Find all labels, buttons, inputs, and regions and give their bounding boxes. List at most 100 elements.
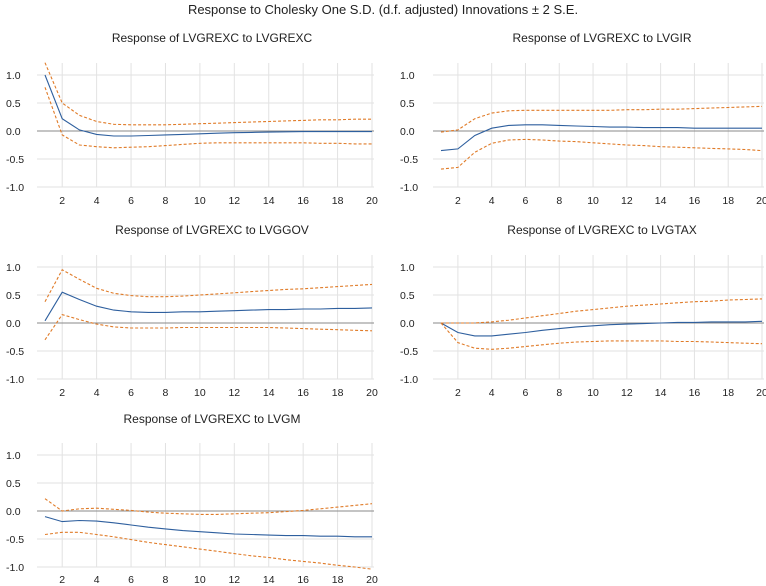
y-tick-label: -1.0 (6, 374, 24, 386)
x-tick-label: 12 (228, 574, 240, 586)
y-tick-label: -0.5 (6, 154, 24, 166)
x-tick-label: 12 (228, 195, 240, 207)
lower-band-line (44, 87, 372, 149)
x-tick-label: 14 (263, 195, 275, 207)
x-tick-label: 14 (263, 574, 275, 586)
x-tick-label: 6 (128, 574, 134, 586)
upper-band-line (44, 269, 373, 302)
y-tick-label: 0.5 (400, 290, 415, 302)
upper-band-line (44, 62, 372, 126)
y-tick-label: -0.5 (6, 534, 24, 546)
upper-band-line (440, 105, 763, 133)
irf-panel-5: Response of LVGREXC to LVGM 1.0 0.5 0.0 -0.5… (6, 412, 378, 586)
x-tick-label: 16 (297, 387, 309, 399)
y-tick-label: 0.0 (6, 126, 21, 138)
panel-title: Response of LVGREXC to LVGM (124, 412, 301, 426)
y-tick-label: 1.0 (400, 70, 415, 82)
lower-band-line (44, 313, 373, 341)
response-line (44, 291, 373, 322)
x-tick-label: 6 (523, 195, 529, 207)
irf-panel-3: Response of LVGREXC to LVGGOV 1.0 0.5 0.0 -0… (6, 223, 378, 399)
x-tick-label: 2 (59, 195, 65, 207)
y-tick-label: 0.5 (6, 98, 21, 110)
lower-band-line (440, 138, 763, 170)
x-tick-label: 20 (756, 195, 766, 207)
response-line (440, 124, 762, 152)
x-tick-label: 10 (194, 387, 206, 399)
x-tick-label: 16 (689, 387, 701, 399)
panel-title: Response of LVGREXC to LVGREXC (112, 31, 313, 45)
y-tick-label: 1.0 (6, 70, 21, 82)
panel-title: Response of LVGREXC to LVGGOV (115, 223, 309, 237)
upper-band-line (44, 498, 373, 515)
x-tick-label: 6 (523, 387, 529, 399)
x-tick-label: 4 (489, 387, 495, 399)
x-tick-label: 6 (128, 387, 134, 399)
x-tick-label: 20 (366, 387, 378, 399)
irf-panel-2: Response of LVGREXC to LVGIR 1.0 0.5 0.0 -0.… (400, 31, 766, 207)
x-tick-label: 2 (59, 387, 65, 399)
y-tick-label: -1.0 (400, 182, 418, 194)
x-tick-label: 12 (228, 387, 240, 399)
y-tick-label: 1.0 (400, 262, 415, 274)
x-tick-label: 8 (163, 195, 169, 207)
irf-panel-4: Response of LVGREXC to LVGTAX 1.0 0.5 0.0 -0… (400, 223, 766, 399)
y-tick-label: 1.0 (6, 262, 21, 274)
x-tick-label: 10 (587, 195, 599, 207)
y-tick-label: -1.0 (6, 562, 24, 574)
x-tick-label: 16 (297, 574, 309, 586)
y-tick-label: 0.5 (6, 290, 21, 302)
y-tick-label: -0.5 (400, 346, 418, 358)
x-tick-label: 14 (263, 387, 275, 399)
y-tick-label: 0.0 (400, 318, 415, 330)
panel-title: Response of LVGREXC to LVGIR (513, 31, 692, 45)
x-tick-label: 14 (655, 195, 667, 207)
y-tick-label: 1.0 (6, 450, 21, 462)
x-tick-label: 4 (94, 387, 100, 399)
x-tick-label: 20 (366, 195, 378, 207)
x-tick-label: 10 (587, 387, 599, 399)
x-tick-label: 10 (194, 195, 206, 207)
irf-panel-1: Response of LVGREXC to LVGREXC 1.0 0.5 0.0 -… (6, 31, 378, 207)
y-tick-label: -0.5 (6, 346, 24, 358)
x-tick-label: 4 (94, 195, 100, 207)
response-line (44, 516, 372, 538)
x-tick-label: 6 (128, 195, 134, 207)
y-tick-label: 0.0 (6, 318, 21, 330)
x-tick-label: 8 (556, 387, 562, 399)
x-tick-label: 8 (556, 195, 562, 207)
x-tick-label: 8 (163, 574, 169, 586)
x-tick-label: 12 (621, 195, 633, 207)
figure-title: Response to Cholesky One S.D. (d.f. adju… (187, 2, 579, 17)
x-tick-label: 8 (163, 387, 169, 399)
y-tick-label: -0.5 (400, 154, 418, 166)
y-tick-label: -1.0 (400, 374, 418, 386)
x-tick-label: 20 (756, 387, 766, 399)
y-tick-label: 0.5 (400, 98, 415, 110)
x-tick-label: 2 (59, 574, 65, 586)
x-tick-label: 4 (94, 574, 100, 586)
x-tick-label: 18 (332, 387, 344, 399)
response-line (440, 320, 763, 337)
x-tick-label: 20 (366, 574, 378, 586)
x-tick-label: 18 (722, 387, 734, 399)
upper-band-line (441, 298, 763, 324)
x-tick-label: 18 (332, 195, 344, 207)
y-tick-label: 0.5 (6, 478, 21, 490)
y-tick-label: -1.0 (6, 182, 24, 194)
x-tick-label: 2 (455, 195, 461, 207)
response-line (44, 74, 372, 137)
x-tick-label: 16 (689, 195, 701, 207)
y-tick-label: 0.0 (400, 126, 415, 138)
x-tick-label: 14 (655, 387, 667, 399)
lower-band-line (440, 322, 763, 350)
x-tick-label: 10 (194, 574, 206, 586)
x-tick-label: 18 (332, 574, 344, 586)
x-tick-label: 12 (621, 387, 633, 399)
x-tick-label: 18 (722, 195, 734, 207)
panel-title: Response of LVGREXC to LVGTAX (507, 223, 696, 237)
y-tick-label: 0.0 (6, 506, 21, 518)
lower-band-line (44, 531, 373, 570)
x-tick-label: 2 (455, 387, 461, 399)
